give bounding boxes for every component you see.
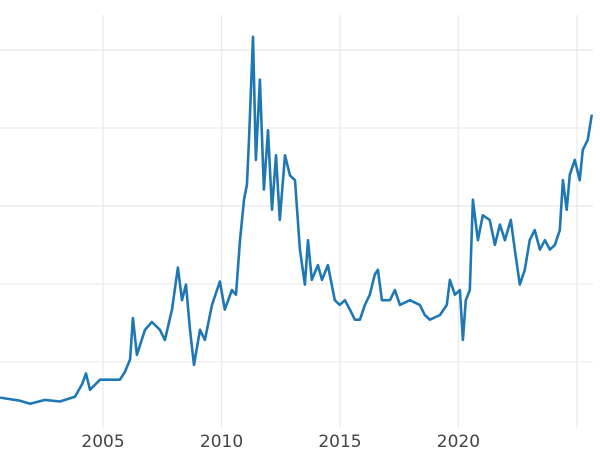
series-line xyxy=(0,35,594,406)
x-tick-label: 2010 xyxy=(200,432,243,450)
x-axis-ticks: 2005 2010 2015 2020 xyxy=(81,432,480,450)
x-tick-label: 2020 xyxy=(437,432,480,450)
x-tick-label: 2015 xyxy=(318,432,361,450)
x-tick-label: 2005 xyxy=(81,432,124,450)
gridlines xyxy=(0,15,593,428)
